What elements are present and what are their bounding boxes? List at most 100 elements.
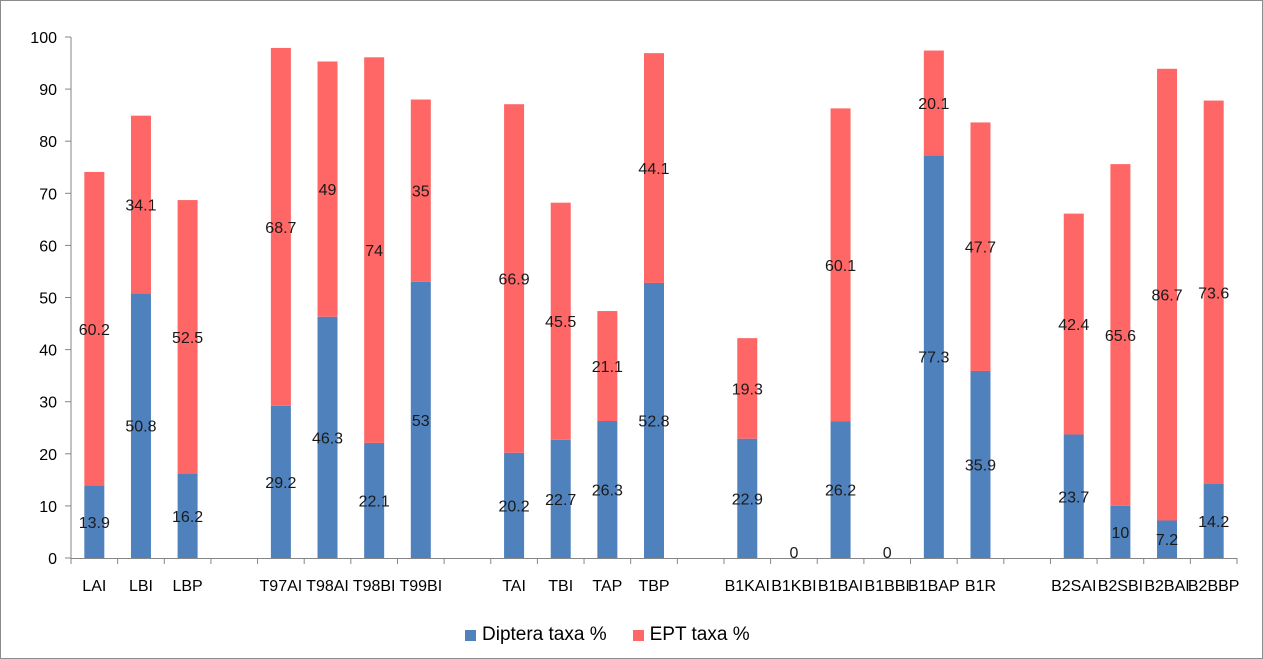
data-label-diptera: 16.2 — [172, 509, 203, 526]
x-tick-label: T97AI — [260, 578, 303, 595]
data-label-ept: 74 — [365, 243, 383, 260]
legend-swatch-ept — [632, 629, 644, 641]
data-label-ept: 21.1 — [592, 359, 623, 376]
x-tick-label: B1BBI — [865, 578, 910, 595]
x-tick-label: B1BAP — [908, 578, 960, 595]
bar-ept — [1063, 213, 1084, 435]
y-tick-label: 100 — [30, 30, 57, 47]
bar-ept — [130, 115, 151, 294]
data-label-diptera: 14.2 — [1198, 514, 1229, 531]
bar-ept — [1110, 164, 1131, 506]
data-label-diptera: 35.9 — [965, 457, 996, 474]
x-tick-label: B1KAI — [725, 578, 770, 595]
bar-diptera — [1110, 505, 1131, 558]
data-label-ept: 49 — [319, 182, 337, 199]
x-tick-label: B1KBI — [771, 578, 816, 595]
bar-diptera — [644, 282, 664, 558]
data-label-ept: 35 — [412, 184, 430, 201]
data-label-diptera: 22.9 — [732, 491, 763, 508]
bar-diptera — [504, 452, 525, 558]
x-tick-label: TAI — [502, 578, 526, 595]
data-label-ept: 42.4 — [1058, 317, 1089, 334]
legend-swatch-diptera — [465, 629, 476, 641]
data-label-diptera: 0 — [789, 545, 798, 562]
data-label-diptera: 52.8 — [638, 413, 669, 430]
x-tick-label: TAP — [592, 578, 622, 595]
data-label-diptera: 0 — [883, 545, 892, 562]
bar-ept — [550, 202, 571, 440]
data-label-ept: 45.5 — [545, 314, 576, 331]
y-tick-label: 20 — [39, 447, 57, 464]
bar-diptera — [923, 155, 944, 558]
y-tick-label: 50 — [39, 291, 57, 308]
bar-ept — [830, 108, 851, 422]
x-tick-label: B2SAI — [1051, 578, 1096, 595]
bar-diptera — [1203, 484, 1224, 558]
bar-diptera — [130, 293, 151, 558]
data-label-ept: 73.6 — [1198, 285, 1229, 302]
data-label-diptera: 26.2 — [825, 483, 856, 500]
data-label-ept: 47.7 — [965, 240, 996, 257]
y-tick-label: 70 — [39, 186, 57, 203]
data-label-ept: 52.5 — [172, 330, 203, 347]
bar-ept — [270, 47, 291, 406]
data-label-ept: 60.2 — [79, 322, 110, 339]
legend-item-ept: EPT taxa % — [632, 624, 750, 646]
x-tick-label: T99BI — [399, 578, 442, 595]
x-tick-label: B1R — [965, 578, 996, 595]
legend-item-diptera: Diptera taxa % — [465, 624, 607, 646]
bar-ept — [364, 57, 385, 443]
data-label-diptera: 10 — [1112, 525, 1130, 542]
data-label-diptera: 77.3 — [918, 350, 949, 367]
bar-diptera — [317, 316, 338, 558]
bar-ept — [923, 50, 944, 156]
data-label-diptera: 23.7 — [1058, 489, 1089, 506]
x-tick-label: LBP — [172, 578, 202, 595]
bar-diptera — [410, 281, 431, 558]
data-label-ept: 66.9 — [499, 271, 530, 288]
data-label-ept: 34.1 — [125, 198, 156, 215]
bar-ept — [84, 171, 105, 486]
bar-diptera — [177, 473, 198, 558]
data-label-ept: 44.1 — [638, 161, 669, 178]
data-label-diptera: 50.8 — [125, 419, 156, 436]
bar-diptera — [364, 442, 385, 558]
y-tick-label: 60 — [39, 238, 57, 255]
bar-diptera — [1157, 520, 1178, 558]
y-tick-label: 40 — [39, 343, 57, 360]
bar-diptera — [737, 438, 758, 558]
bar-diptera — [1063, 434, 1084, 558]
bar-ept — [970, 122, 991, 371]
x-tick-label: LBI — [129, 578, 153, 595]
bar-diptera — [550, 439, 571, 558]
data-label-diptera: 22.1 — [359, 493, 390, 510]
x-tick-label: LAI — [82, 578, 106, 595]
y-tick-label: 30 — [39, 395, 57, 412]
bar-diptera — [270, 405, 291, 558]
data-label-diptera: 13.9 — [79, 515, 110, 532]
bar-ept — [597, 311, 618, 421]
bar-ept — [504, 104, 525, 453]
bar-diptera — [84, 485, 105, 558]
x-tick-label: B1BAI — [818, 578, 863, 595]
x-tick-label: T98BI — [353, 578, 396, 595]
data-label-ept: 20.1 — [918, 96, 949, 113]
x-tick-label: TBI — [548, 578, 573, 595]
x-tick-label: B2SBI — [1098, 578, 1143, 595]
y-tick-label: 10 — [39, 499, 57, 516]
bar-ept — [177, 200, 198, 474]
data-label-diptera: 7.2 — [1156, 532, 1178, 549]
data-label-diptera: 53 — [412, 413, 430, 430]
data-label-ept: 68.7 — [265, 220, 296, 237]
data-label-diptera: 20.2 — [499, 498, 530, 515]
data-label-ept: 86.7 — [1151, 288, 1182, 305]
bar-diptera — [970, 370, 991, 558]
legend-label-diptera: Diptera taxa % — [482, 624, 607, 645]
x-tick-label: B2BAI — [1144, 578, 1189, 595]
bar-ept — [1157, 68, 1178, 521]
legend-label-ept: EPT taxa % — [649, 624, 750, 645]
x-tick-label: B2BBP — [1188, 578, 1240, 595]
data-label-diptera: 46.3 — [312, 430, 343, 447]
